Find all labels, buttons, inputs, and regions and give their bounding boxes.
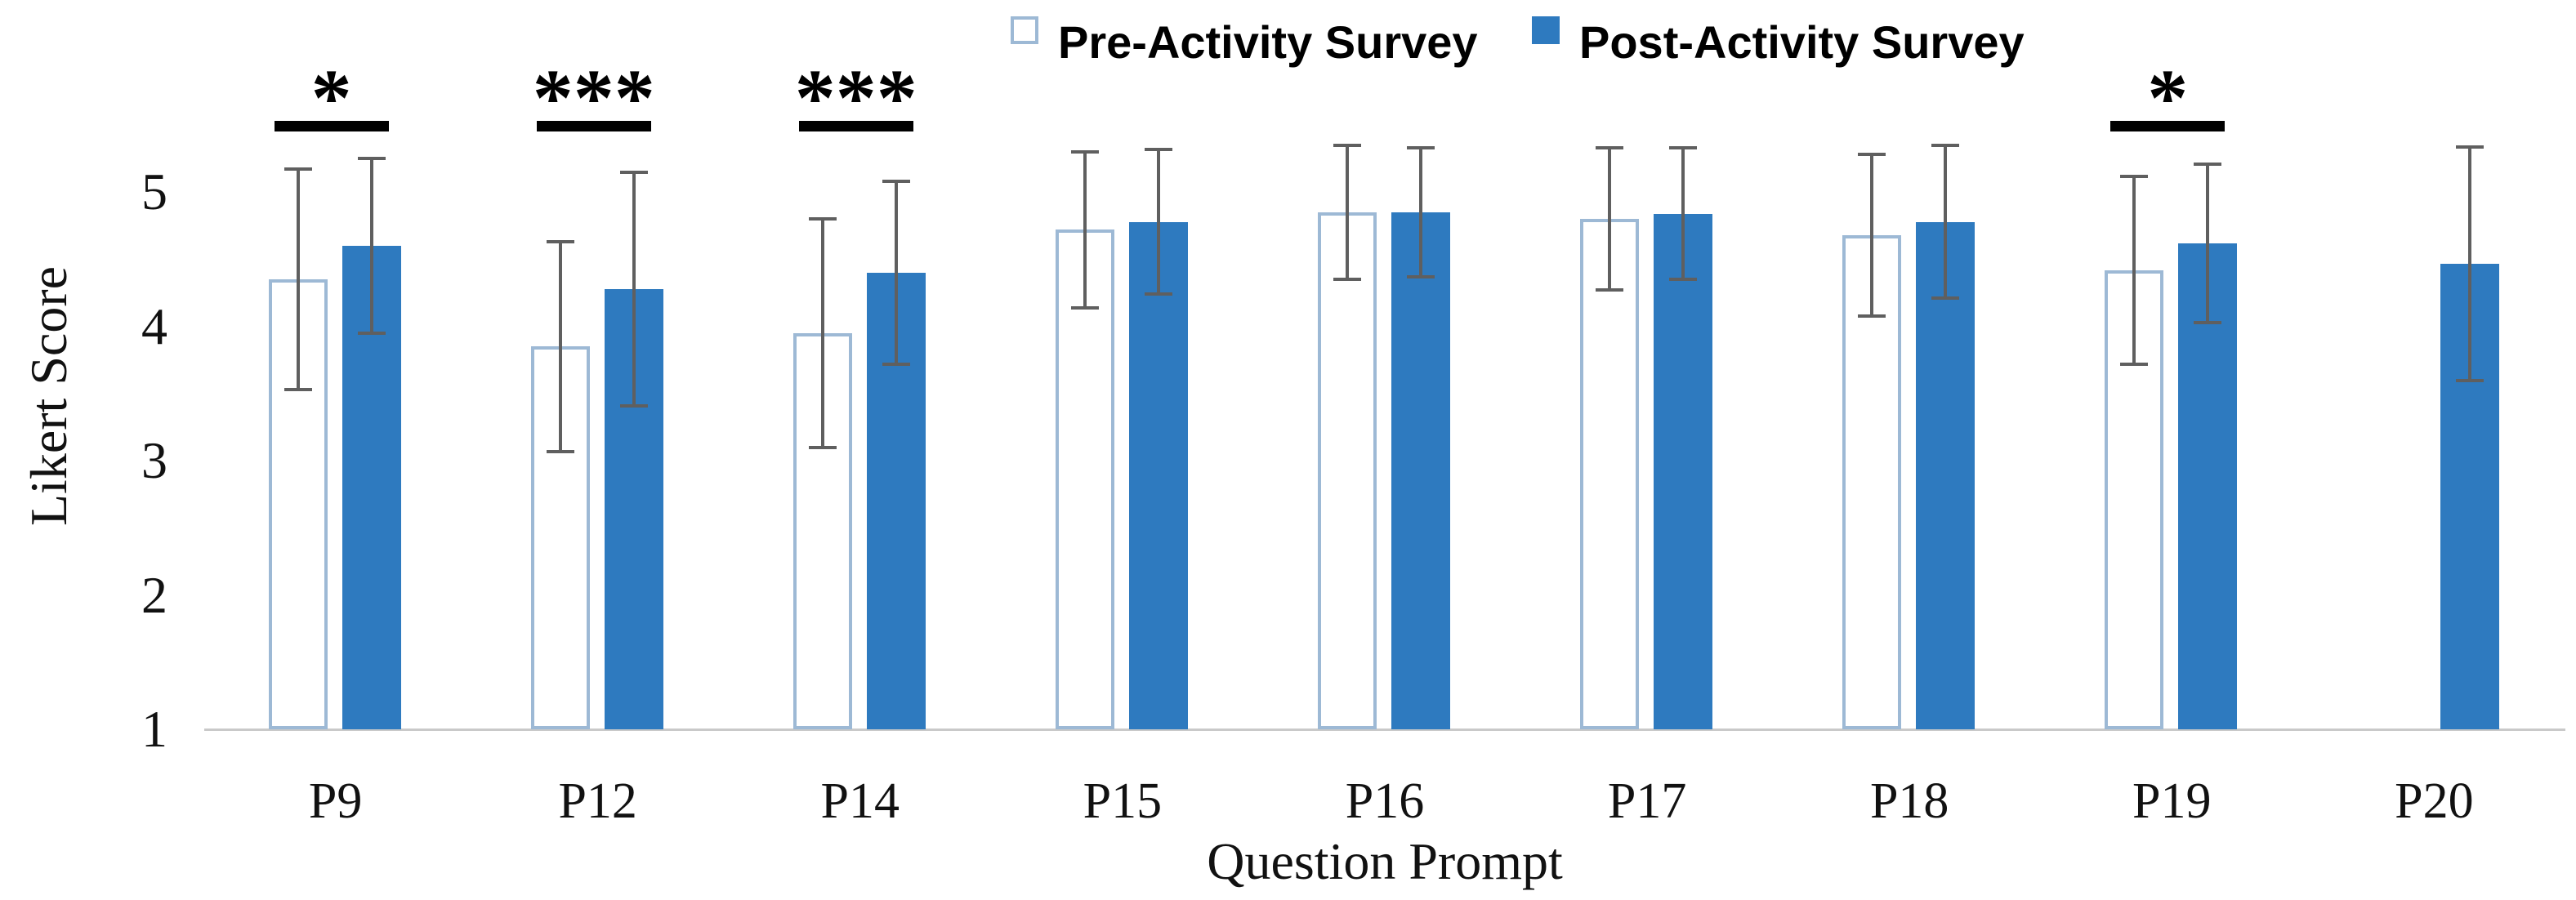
error-bar-post-P17 <box>1681 148 1685 280</box>
error-cap-top-post-P9 <box>357 157 386 161</box>
error-cap-bottom-post-P9 <box>357 332 386 336</box>
significance-star-P14: *** <box>794 52 917 143</box>
error-bar-post-P12 <box>632 172 636 406</box>
error-cap-bottom-pre-P15 <box>1070 305 1099 310</box>
error-cap-bottom-pre-P12 <box>546 449 574 453</box>
pre-bar-P17 <box>1580 219 1640 729</box>
x-tick-P19: P19 <box>2132 773 2212 829</box>
post-bar-P15 <box>1128 221 1188 729</box>
y-tick-4: 4 <box>141 296 167 355</box>
y-tick-3: 3 <box>141 431 167 490</box>
y-tick-2: 2 <box>141 565 167 624</box>
legend: Pre-Activity Survey Post-Activity Survey <box>0 0 2576 82</box>
error-bar-pre-P18 <box>1870 154 1874 316</box>
post-bar-P19 <box>2178 243 2238 729</box>
error-cap-bottom-post-P12 <box>619 403 648 408</box>
legend-label-pre: Pre-Activity Survey <box>1058 16 1478 68</box>
error-cap-top-pre-P16 <box>1333 143 1361 147</box>
error-cap-bottom-post-P14 <box>882 362 910 366</box>
significance-star-P12: *** <box>532 52 655 143</box>
error-bar-pre-P12 <box>558 242 562 452</box>
error-cap-top-pre-P18 <box>1858 153 1886 157</box>
error-cap-bottom-pre-P17 <box>1596 288 1624 292</box>
significance-star-P19: * <box>2147 52 2189 143</box>
error-cap-bottom-pre-P18 <box>1858 314 1886 318</box>
error-cap-bottom-pre-P14 <box>808 445 837 449</box>
error-bar-post-P15 <box>1156 149 1160 295</box>
post-bar-P16 <box>1391 212 1450 729</box>
error-cap-bottom-post-P15 <box>1144 292 1172 296</box>
error-cap-bottom-post-P18 <box>1931 296 1960 301</box>
significance-bar-P9 <box>274 121 389 131</box>
error-cap-top-post-P20 <box>2456 145 2484 149</box>
x-tick-P17: P17 <box>1607 773 1687 829</box>
significance-bar-P14 <box>798 121 913 131</box>
error-cap-top-pre-P19 <box>2120 174 2149 178</box>
x-axis-line <box>204 728 2565 731</box>
pre-bar-P15 <box>1055 229 1114 729</box>
pre-bar-P18 <box>1842 235 1902 729</box>
error-bar-post-P18 <box>1944 145 1948 299</box>
error-bar-post-P19 <box>2206 163 2210 323</box>
significance-bar-P19 <box>2110 121 2226 131</box>
error-cap-top-pre-P9 <box>283 167 312 172</box>
error-cap-top-post-P18 <box>1931 143 1960 147</box>
error-bar-pre-P17 <box>1608 148 1612 291</box>
error-cap-top-pre-P14 <box>808 217 837 221</box>
error-bar-post-P14 <box>894 181 898 364</box>
error-bar-pre-P14 <box>820 219 824 448</box>
error-cap-top-post-P15 <box>1144 147 1172 151</box>
x-tick-P16: P16 <box>1345 773 1425 829</box>
error-cap-top-post-P14 <box>882 180 910 184</box>
error-cap-bottom-pre-P19 <box>2120 362 2149 366</box>
error-cap-bottom-post-P19 <box>2194 320 2222 324</box>
error-bar-pre-P16 <box>1346 145 1349 280</box>
pre-bar-P16 <box>1318 212 1377 729</box>
x-tick-P12: P12 <box>558 773 637 829</box>
error-bar-post-P9 <box>369 158 373 334</box>
error-cap-bottom-post-P17 <box>1669 278 1698 282</box>
error-cap-top-post-P17 <box>1669 146 1698 150</box>
error-cap-top-post-P12 <box>619 170 648 174</box>
error-cap-top-post-P19 <box>2194 162 2222 166</box>
legend-swatch-post-icon <box>1532 16 1560 44</box>
significance-bar-P12 <box>536 121 651 131</box>
legend-label-post: Post-Activity Survey <box>1579 16 2025 68</box>
x-tick-P14: P14 <box>820 773 900 829</box>
error-cap-bottom-post-P20 <box>2456 378 2484 382</box>
error-bar-pre-P15 <box>1083 152 1087 308</box>
error-cap-top-post-P16 <box>1407 146 1435 150</box>
error-cap-top-pre-P12 <box>546 240 574 244</box>
post-bar-P18 <box>1916 221 1976 729</box>
x-tick-P20: P20 <box>2395 773 2474 829</box>
pre-bar-P12 <box>530 346 590 729</box>
x-axis-title: Question Prompt <box>1207 832 1563 890</box>
error-cap-bottom-pre-P9 <box>283 388 312 392</box>
error-cap-bottom-pre-P16 <box>1333 278 1361 282</box>
x-tick-P15: P15 <box>1083 773 1163 829</box>
error-cap-top-pre-P15 <box>1070 150 1099 154</box>
significance-star-P9: * <box>310 52 352 143</box>
error-bar-post-P20 <box>2468 146 2472 381</box>
x-tick-P9: P9 <box>308 773 363 829</box>
error-bar-pre-P19 <box>2132 176 2136 364</box>
y-tick-5: 5 <box>141 163 167 221</box>
x-tick-P18: P18 <box>1869 773 1949 829</box>
error-bar-pre-P9 <box>296 169 300 390</box>
error-cap-bottom-post-P16 <box>1407 274 1435 278</box>
error-bar-post-P16 <box>1419 148 1422 277</box>
y-tick-1: 1 <box>141 700 167 758</box>
pre-bar-P9 <box>268 279 328 729</box>
post-bar-P17 <box>1654 213 1713 729</box>
legend-swatch-pre-icon <box>1011 16 1038 44</box>
error-cap-top-pre-P17 <box>1596 146 1624 150</box>
